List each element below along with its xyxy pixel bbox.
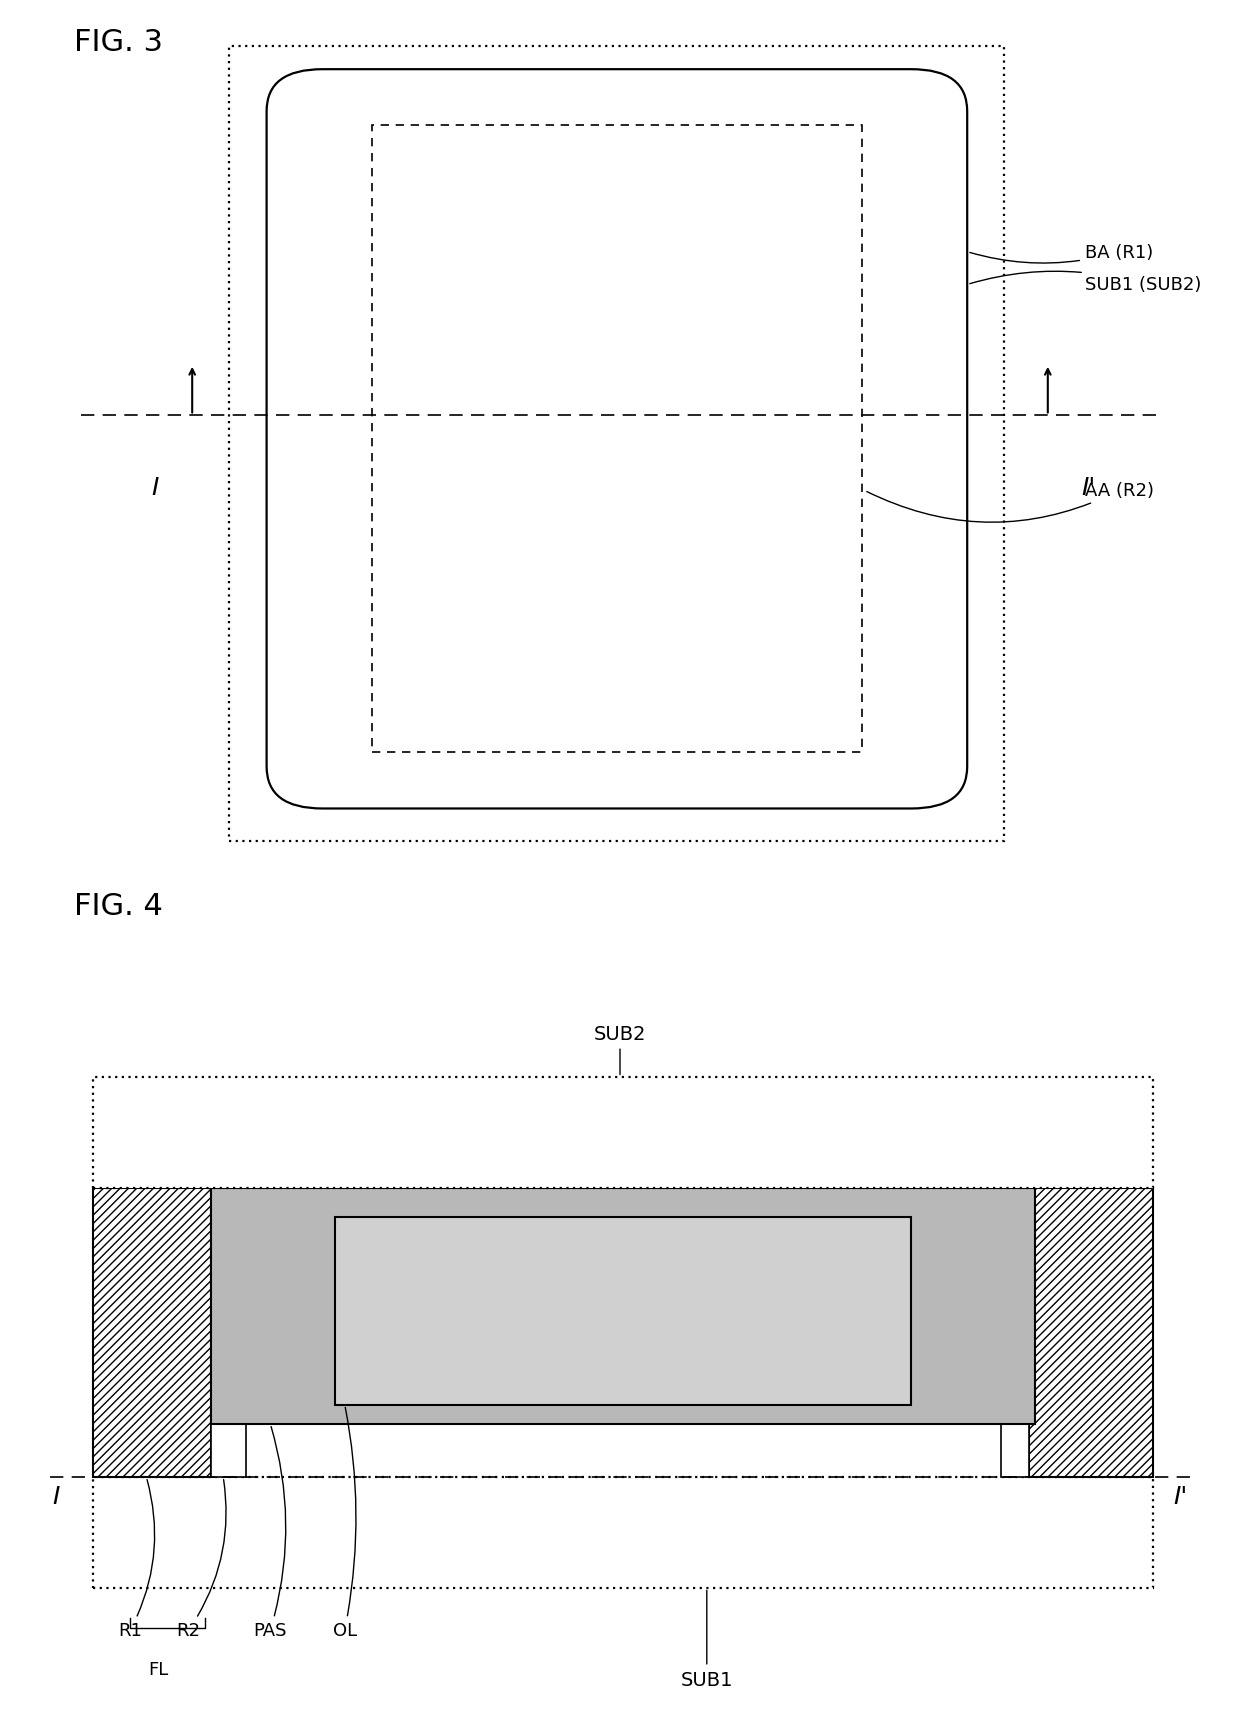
Bar bbox=[93, 1188, 211, 1477]
Bar bbox=[1001, 1188, 1029, 1477]
Text: FL: FL bbox=[149, 1659, 169, 1678]
Text: I: I bbox=[151, 476, 159, 501]
Bar bbox=[211, 1188, 246, 1477]
Text: SUB1 (SUB2): SUB1 (SUB2) bbox=[970, 272, 1202, 294]
Text: PAS: PAS bbox=[253, 1427, 288, 1638]
Bar bbox=[1029, 1188, 1153, 1477]
Text: I: I bbox=[52, 1484, 60, 1509]
Bar bbox=[211, 1188, 1035, 1424]
Text: I': I' bbox=[1081, 476, 1096, 501]
Text: R1: R1 bbox=[118, 1479, 155, 1638]
Bar bbox=[229, 47, 1004, 842]
Text: SUB1: SUB1 bbox=[681, 1590, 733, 1689]
Text: FIG. 3: FIG. 3 bbox=[74, 28, 164, 57]
Text: FIG. 4: FIG. 4 bbox=[74, 892, 164, 921]
Text: OL: OL bbox=[332, 1408, 357, 1638]
Text: AA (R2): AA (R2) bbox=[867, 481, 1154, 523]
Text: SUB2: SUB2 bbox=[594, 1025, 646, 1076]
Bar bbox=[93, 1077, 1153, 1188]
Bar bbox=[372, 126, 862, 753]
Text: R2: R2 bbox=[176, 1479, 226, 1638]
Bar bbox=[335, 1218, 911, 1405]
Bar bbox=[93, 1477, 1153, 1588]
Text: I': I' bbox=[1174, 1484, 1188, 1509]
Text: BA (R1): BA (R1) bbox=[970, 244, 1153, 263]
FancyBboxPatch shape bbox=[267, 69, 967, 809]
